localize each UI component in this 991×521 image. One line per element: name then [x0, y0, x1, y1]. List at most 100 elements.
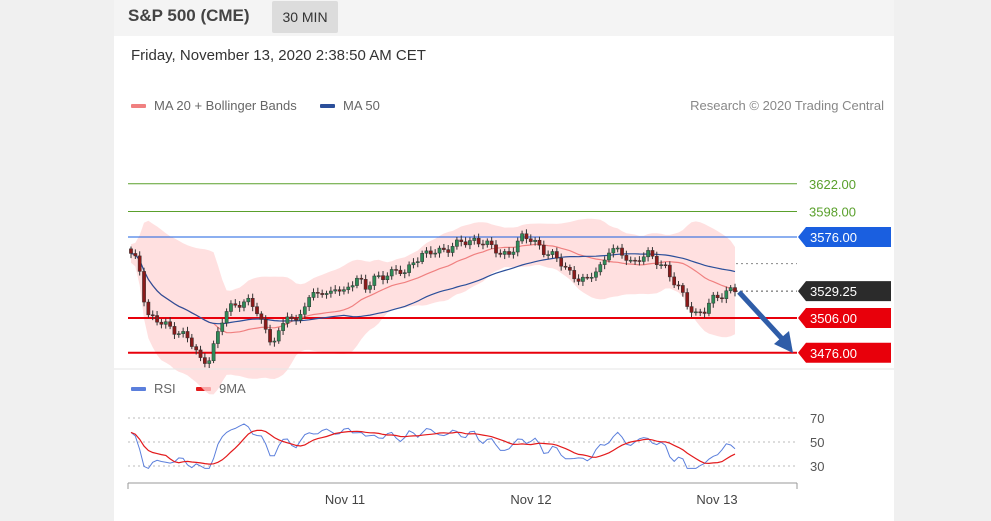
candle-body [324, 293, 329, 295]
candle-body [637, 260, 642, 262]
candle-body [650, 250, 655, 257]
candle-body [159, 321, 164, 325]
candle-body [711, 294, 716, 304]
candle-body [676, 284, 681, 287]
candle-body [207, 360, 212, 364]
candle-body [428, 250, 433, 255]
candle-body [276, 330, 281, 342]
candle-body [220, 322, 225, 332]
candle-body [415, 261, 420, 263]
candle-body [137, 255, 142, 272]
candle-body [307, 297, 312, 308]
candle-body [494, 244, 498, 254]
candle-body [407, 264, 411, 273]
candle-body [672, 276, 677, 286]
x-tick-label: Nov 13 [696, 492, 737, 507]
candle-body [498, 252, 503, 255]
candle-body [294, 318, 298, 321]
candle-body [337, 289, 342, 292]
legend-rsi-label: RSI [154, 381, 176, 396]
ma20-line [130, 243, 736, 334]
candle-body [216, 331, 220, 344]
rsi-9ma-line [130, 429, 736, 465]
candle-body [594, 271, 598, 278]
candle-body [285, 316, 290, 324]
timeframe-button[interactable]: 30 MIN [272, 1, 338, 33]
candle-body [211, 343, 216, 362]
candle-body [481, 243, 485, 246]
candle-body [168, 321, 172, 327]
rsi-level-label-30: 30 [810, 459, 824, 474]
candle-body [694, 311, 698, 314]
candle-body [585, 276, 590, 279]
candle-body [224, 311, 229, 324]
candle-body [450, 246, 455, 253]
candle-body [446, 249, 451, 253]
candle-body [607, 252, 611, 261]
ma50-line [130, 252, 736, 325]
x-tick-label: Nov 11 [325, 492, 365, 507]
candle-body [455, 239, 459, 247]
candle-body [237, 304, 242, 308]
candle-body [641, 256, 646, 262]
candle-body [646, 250, 650, 258]
bollinger-band-area [131, 218, 735, 395]
candle-body [320, 293, 325, 295]
candle-body [233, 303, 238, 306]
candle-body [541, 244, 546, 255]
candle-body [568, 267, 572, 271]
ma20-swatch [131, 103, 146, 108]
candle-body [724, 290, 729, 299]
candle-body [198, 349, 203, 358]
candle-body [546, 254, 551, 256]
legend-ma50: MA 50 [320, 98, 380, 113]
candle-body [350, 285, 355, 288]
ma50-swatch [320, 103, 335, 108]
rsi-line [130, 423, 736, 470]
candle-body [463, 241, 468, 246]
candle-body [372, 275, 377, 286]
candle-body [259, 313, 264, 320]
candle-body [203, 357, 207, 364]
candle-body [311, 292, 316, 298]
candle-body [185, 331, 190, 339]
candle-body [346, 286, 351, 290]
candle-body [389, 269, 394, 277]
candle-body [589, 277, 594, 279]
candle-body [563, 265, 568, 268]
candle-body [624, 255, 629, 261]
level-tag-5 [798, 342, 891, 363]
candle-body [667, 264, 672, 278]
candle-body [272, 340, 277, 343]
candle-body [720, 297, 724, 300]
candle-body [359, 277, 364, 280]
candle-body [142, 271, 146, 303]
candle-body [502, 251, 507, 255]
legend-ma50-label: MA 50 [343, 98, 380, 113]
candle-body [615, 247, 620, 250]
candle-body [368, 285, 372, 290]
candle-body [381, 275, 385, 280]
instrument-title: S&P 500 (CME) [128, 6, 250, 25]
candle-body [315, 292, 320, 294]
candle-body [633, 259, 637, 262]
candle-body [733, 287, 737, 293]
legend-rsi: RSI [131, 381, 176, 396]
candle-body [681, 285, 685, 293]
candle-body [663, 264, 668, 266]
credit-text: Research © 2020 Trading Central [690, 98, 884, 113]
candle-body [554, 251, 559, 259]
candle-body [289, 316, 294, 319]
candle-body [385, 275, 390, 280]
candle-body [411, 262, 416, 266]
candle-body [511, 251, 516, 255]
candle-body [707, 302, 711, 314]
candle-body [442, 247, 446, 250]
legend-ma20: MA 20 + Bollinger Bands [131, 98, 297, 113]
candle-body [172, 326, 177, 335]
candle-body [528, 238, 533, 242]
candle-body [250, 298, 255, 307]
candle-body [598, 264, 603, 273]
candle-body [728, 287, 733, 292]
candle-body [194, 346, 199, 351]
